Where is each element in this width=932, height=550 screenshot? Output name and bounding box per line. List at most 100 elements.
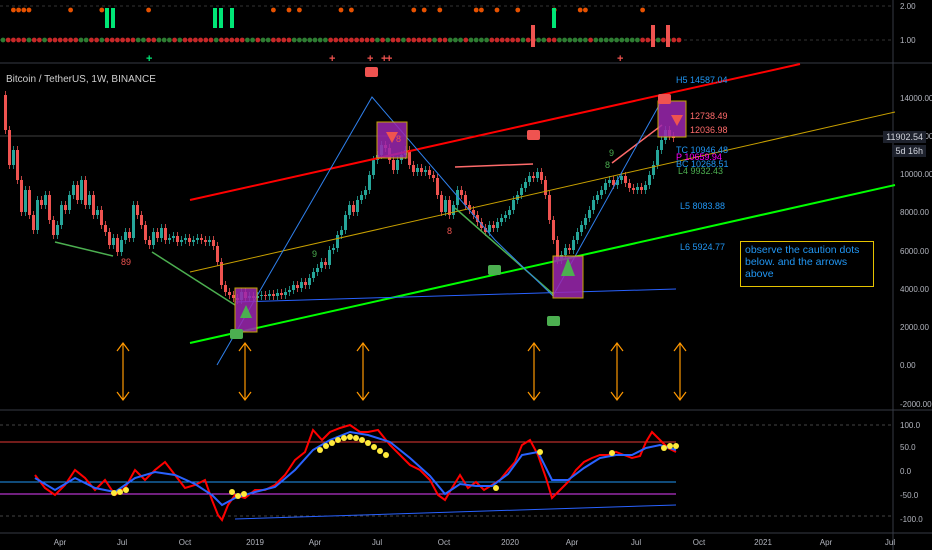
- signal-dot: [37, 38, 42, 43]
- signal-dot: [32, 38, 37, 43]
- candle-body: [176, 236, 179, 242]
- candle-body: [68, 195, 71, 210]
- candle-body: [180, 240, 183, 242]
- signal-dot: [79, 38, 84, 43]
- candle-body: [288, 290, 291, 292]
- caution-dot-osc: [371, 444, 377, 450]
- signal-dot: [131, 38, 136, 43]
- candle-body: [276, 293, 279, 296]
- caution-dot-osc: [377, 448, 383, 454]
- signal-dot: [671, 38, 676, 43]
- caution-dot-osc: [323, 443, 329, 449]
- signal-dot: [427, 38, 432, 43]
- candle-body: [552, 220, 555, 240]
- signal-dot: [255, 38, 260, 43]
- signal-dot: [391, 38, 396, 43]
- candle-body: [80, 180, 83, 200]
- cross-marker: +: [329, 53, 335, 65]
- signal-dot: [344, 38, 349, 43]
- signal-dot: [385, 38, 390, 43]
- caution-dot-osc: [317, 447, 323, 453]
- candle-body: [544, 180, 547, 195]
- marker-box-4: [658, 101, 686, 137]
- price-axis-label: 4000.00: [900, 285, 929, 294]
- signal-dot: [203, 38, 208, 43]
- signal-dot: [162, 38, 167, 43]
- signal-dot: [11, 38, 16, 43]
- candle-body: [268, 294, 271, 296]
- candle-body: [336, 235, 339, 248]
- signal-dot: [593, 38, 598, 43]
- candle-body: [364, 190, 367, 195]
- signal-dot: [469, 38, 474, 43]
- candle-body: [72, 185, 75, 195]
- candle-body: [168, 238, 171, 240]
- signal-dot: [406, 38, 411, 43]
- candle-body: [112, 238, 115, 245]
- candle-body: [624, 176, 627, 183]
- time-axis-label: Jul: [372, 538, 382, 547]
- signal-flag-buy-2: [230, 329, 243, 339]
- candle-body: [656, 150, 659, 165]
- volume-bar-up: [105, 8, 109, 28]
- candle-body: [228, 292, 231, 295]
- time-axis-label: 2019: [246, 538, 264, 547]
- caution-dot: [16, 8, 21, 13]
- candle-body: [36, 200, 39, 230]
- caution-dot-osc: [493, 485, 499, 491]
- candle-body: [32, 215, 35, 230]
- volume-bar-down: [531, 25, 535, 47]
- candle-body: [628, 183, 631, 188]
- caution-dot-osc: [609, 450, 615, 456]
- candle-body: [8, 130, 11, 165]
- signal-dot: [235, 38, 240, 43]
- candle-body: [192, 240, 195, 242]
- signal-dot: [21, 38, 26, 43]
- signal-dot: [214, 38, 219, 43]
- candle-body: [172, 236, 175, 238]
- signal-flag-buy-3: [547, 316, 560, 326]
- price-axis-label: 6000.00: [900, 247, 929, 256]
- price-axis-label: 14000.00: [900, 94, 932, 103]
- candle-body: [356, 200, 359, 212]
- signal-dot: [599, 38, 604, 43]
- signal-dot: [281, 38, 286, 43]
- signal-dot: [47, 38, 52, 43]
- pivot-label: 89: [121, 257, 131, 267]
- candle-body: [224, 285, 227, 292]
- candle-body: [432, 175, 435, 178]
- candle-body: [324, 262, 327, 265]
- caution-dot: [99, 8, 104, 13]
- candle-body: [292, 285, 295, 290]
- time-axis-label: Jul: [117, 538, 127, 547]
- caution-arrows: [117, 343, 686, 400]
- signal-dot: [6, 38, 11, 43]
- candle-body: [316, 268, 319, 272]
- time-axis-label: Oct: [438, 538, 451, 547]
- candle-body: [536, 172, 539, 178]
- caution-dot: [411, 8, 416, 13]
- candle-body: [284, 292, 287, 295]
- candle-body: [360, 195, 363, 200]
- signal-dot: [307, 38, 312, 43]
- candle-body: [4, 95, 7, 130]
- signal-dot: [68, 38, 73, 43]
- signal-dot: [313, 38, 318, 43]
- signal-dot: [661, 38, 666, 43]
- signal-dot: [573, 38, 578, 43]
- candle-body: [508, 210, 511, 215]
- signal-dot: [323, 38, 328, 43]
- caution-dot-osc: [235, 493, 241, 499]
- volume-bar-up: [111, 8, 115, 28]
- signal-dot: [318, 38, 323, 43]
- signal-dot: [167, 38, 172, 43]
- candle-body: [108, 232, 111, 245]
- level-h5: H5 14587.04: [676, 75, 728, 85]
- signal-dot: [443, 38, 448, 43]
- candle-body: [660, 140, 663, 150]
- candle-body: [160, 228, 163, 238]
- signal-dot: [614, 38, 619, 43]
- level-h3: 12036.98: [690, 125, 728, 135]
- signal-dot: [489, 38, 494, 43]
- candle-body: [620, 176, 623, 180]
